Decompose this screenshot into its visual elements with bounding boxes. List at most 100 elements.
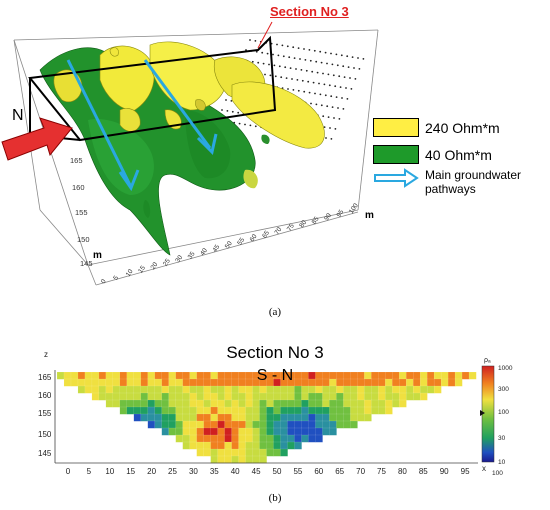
- section-cell: [308, 399, 316, 408]
- section-cell: [231, 455, 240, 464]
- section-cell: [245, 392, 253, 401]
- section-cell: [210, 455, 219, 464]
- section-cell: [161, 427, 170, 436]
- electrode-dot: [244, 123, 246, 126]
- electrode-dot: [221, 109, 223, 111]
- x-tick: 15: [137, 264, 147, 274]
- electrode-dot: [304, 59, 307, 61]
- section-cell: [399, 399, 407, 408]
- electrode-dot: [326, 105, 329, 108]
- section-cell: [259, 399, 267, 408]
- section-cell: [266, 406, 274, 415]
- section-cell: [196, 378, 205, 387]
- section-cell: [231, 378, 240, 387]
- section-cell: [91, 371, 100, 380]
- section-cell: [287, 427, 295, 436]
- z-tick: 150: [38, 430, 52, 439]
- section-cell: [189, 427, 198, 436]
- x-tick: 60: [249, 233, 259, 243]
- section-cell: [259, 427, 267, 436]
- section-cell: [196, 406, 205, 415]
- x-tick: 40: [231, 467, 240, 476]
- electrode-dot: [333, 117, 335, 119]
- section-cell: [357, 385, 365, 394]
- electrode-dot: [255, 50, 258, 53]
- section-cell: [133, 385, 142, 394]
- section-cell: [210, 448, 219, 457]
- section-cell: [412, 385, 421, 394]
- section-cell: [385, 406, 393, 415]
- electrode-dot: [328, 84, 331, 87]
- section-cell: [447, 371, 456, 380]
- section-cell: [329, 392, 337, 401]
- section-cell: [161, 413, 170, 422]
- section-cell: [168, 385, 177, 394]
- arrow-icon: [374, 168, 419, 188]
- section-cell: [252, 441, 260, 450]
- section-cell: [77, 385, 86, 394]
- section-cell: [350, 378, 358, 387]
- section-cell: [329, 413, 337, 422]
- section-cell: [357, 413, 365, 422]
- electrode-dot: [319, 93, 322, 96]
- section-cell: [357, 392, 365, 401]
- section-cell: [224, 448, 233, 457]
- panel-b-subtitle: S - N: [257, 367, 293, 384]
- electrode-dot: [292, 46, 295, 49]
- section-cell: [378, 392, 386, 401]
- colorbar-tick: 100: [498, 409, 509, 416]
- section-cell: [217, 378, 226, 387]
- section-cell: [196, 385, 205, 394]
- section-cell: [112, 371, 121, 380]
- section-cell: [350, 406, 358, 415]
- section-cell: [315, 427, 323, 436]
- electrode-dot: [284, 66, 287, 69]
- section-cell: [259, 385, 267, 394]
- section-cell: [385, 371, 393, 380]
- x-tick: 10: [105, 467, 114, 476]
- electrode-dot: [341, 97, 343, 99]
- section-cell: [301, 378, 309, 387]
- section-cell: [126, 399, 135, 408]
- section-cell: [217, 427, 226, 436]
- section-cell: [399, 378, 407, 387]
- x-tick: 5: [87, 467, 92, 476]
- section-cell: [63, 371, 72, 380]
- section-cell: [231, 406, 240, 415]
- section-cell: [336, 385, 344, 394]
- section-cell: [168, 399, 177, 408]
- legend-label: pathways: [425, 182, 476, 196]
- section-cell: [322, 378, 330, 387]
- section-cell: [84, 378, 93, 387]
- electrode-dot: [351, 56, 354, 58]
- section-cell: [371, 371, 379, 380]
- electrode-dot: [231, 110, 234, 113]
- section-cell: [378, 399, 386, 408]
- section-cell: [189, 434, 198, 443]
- section-cell: [224, 420, 233, 429]
- section-cell: [308, 420, 316, 429]
- section-cell: [350, 385, 358, 394]
- section-cell: [294, 392, 302, 401]
- electrode-dot: [354, 78, 357, 80]
- section-cell: [245, 441, 253, 450]
- electrode-dot: [318, 82, 320, 85]
- section-cell: [426, 378, 435, 387]
- electrode-dot: [337, 107, 339, 109]
- section-cell: [406, 385, 414, 394]
- electrode-dot: [278, 65, 281, 68]
- section-cell: [399, 385, 407, 394]
- colorbar-tick: 10: [498, 459, 506, 466]
- section-cell: [70, 371, 79, 380]
- section-cell: [343, 371, 351, 380]
- section-cell: [168, 378, 177, 387]
- x-tick: 45: [252, 467, 261, 476]
- electrode-dot: [262, 62, 265, 65]
- section-cell: [112, 392, 121, 401]
- section-cell: [161, 399, 170, 408]
- section-cell: [140, 385, 149, 394]
- section-cell: [245, 455, 253, 464]
- electrode-dot: [334, 85, 337, 88]
- section-cell: [56, 371, 65, 380]
- section-cell: [426, 371, 435, 380]
